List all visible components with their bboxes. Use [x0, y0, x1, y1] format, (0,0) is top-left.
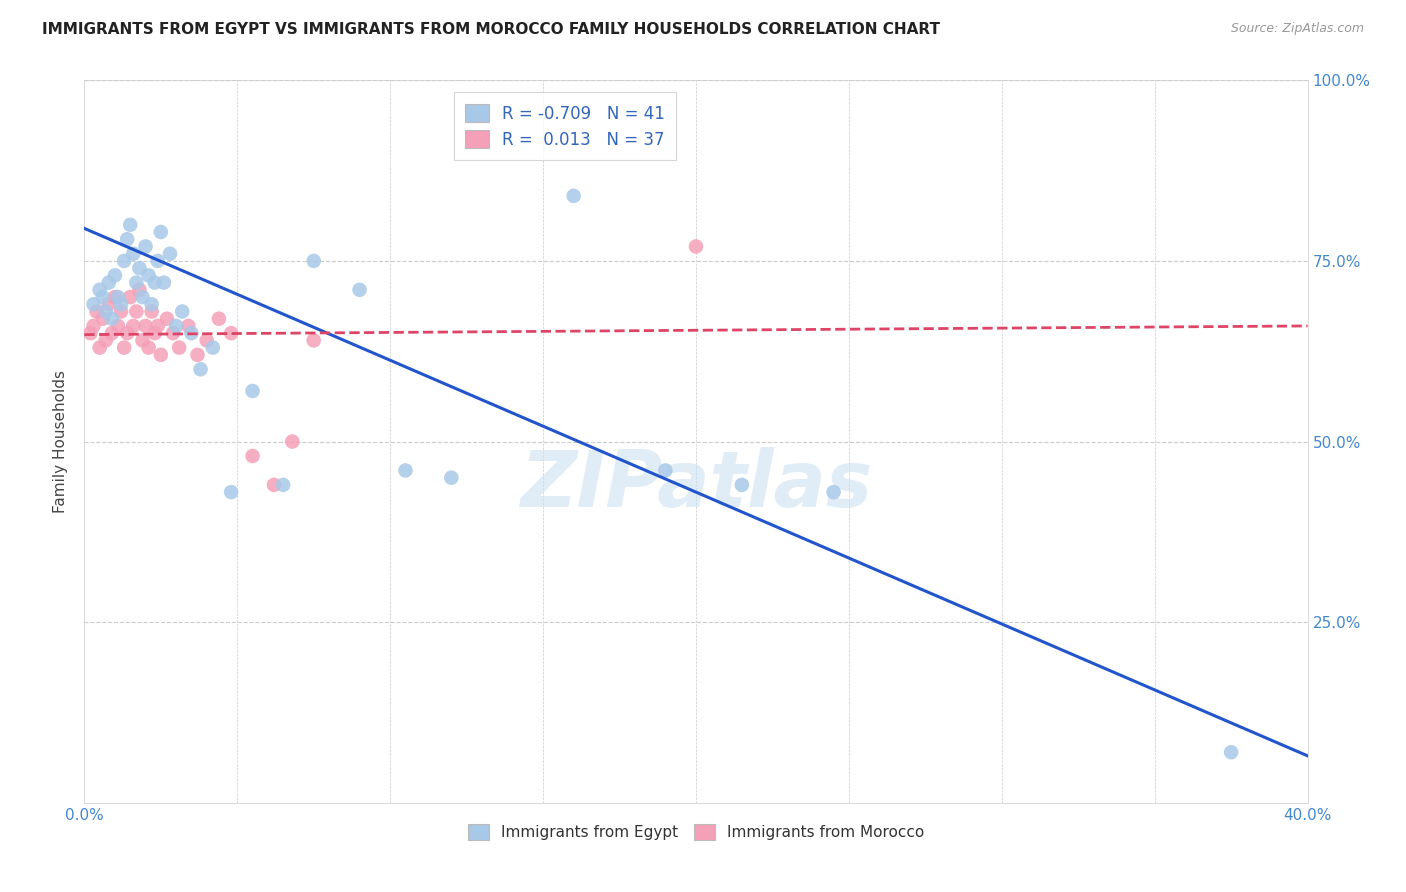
Text: IMMIGRANTS FROM EGYPT VS IMMIGRANTS FROM MOROCCO FAMILY HOUSEHOLDS CORRELATION C: IMMIGRANTS FROM EGYPT VS IMMIGRANTS FROM… — [42, 22, 941, 37]
Point — [135, 239, 157, 253]
Point — [177, 318, 200, 333]
Point — [156, 311, 179, 326]
Point — [138, 268, 160, 283]
Point — [731, 478, 754, 492]
Point — [149, 225, 172, 239]
Point — [180, 326, 202, 340]
Point — [89, 283, 111, 297]
Point — [654, 463, 676, 477]
Point — [149, 348, 172, 362]
Point — [146, 253, 169, 268]
Point — [131, 334, 153, 348]
Point — [823, 485, 845, 500]
Point — [128, 283, 150, 297]
Point — [201, 341, 224, 355]
Point — [94, 304, 117, 318]
Point — [128, 261, 150, 276]
Point — [562, 189, 585, 203]
Point — [302, 253, 325, 268]
Point — [143, 326, 166, 340]
Point — [302, 334, 325, 348]
Point — [107, 290, 129, 304]
Point — [107, 318, 129, 333]
Point — [146, 318, 169, 333]
Point — [153, 276, 176, 290]
Point — [115, 232, 138, 246]
Point — [1220, 745, 1243, 759]
Point — [394, 463, 416, 477]
Point — [89, 341, 111, 355]
Point — [91, 311, 114, 326]
Point — [125, 276, 148, 290]
Point — [186, 348, 208, 362]
Point — [101, 311, 124, 326]
Point — [97, 297, 120, 311]
Point — [172, 304, 194, 318]
Point — [440, 470, 463, 484]
Point — [104, 268, 127, 283]
Point — [349, 283, 371, 297]
Point — [112, 341, 135, 355]
Point — [91, 290, 114, 304]
Point — [131, 290, 153, 304]
Point — [110, 304, 132, 318]
Point — [135, 318, 157, 333]
Point — [83, 297, 105, 311]
Point — [162, 326, 184, 340]
Point — [110, 297, 132, 311]
Point — [138, 341, 160, 355]
Point — [79, 326, 101, 340]
Point — [165, 318, 187, 333]
Point — [83, 318, 105, 333]
Point — [120, 218, 142, 232]
Point — [219, 485, 242, 500]
Point — [101, 326, 124, 340]
Point — [685, 239, 707, 253]
Point — [115, 326, 138, 340]
Point — [281, 434, 304, 449]
Point — [159, 246, 181, 260]
Point — [219, 326, 242, 340]
Point — [242, 449, 264, 463]
Point — [190, 362, 212, 376]
Point — [141, 304, 163, 318]
Point — [104, 290, 127, 304]
Point — [263, 478, 285, 492]
Legend: Immigrants from Egypt, Immigrants from Morocco: Immigrants from Egypt, Immigrants from M… — [458, 814, 934, 849]
Point — [112, 253, 135, 268]
Point — [97, 276, 120, 290]
Point — [94, 334, 117, 348]
Point — [167, 341, 190, 355]
Point — [120, 290, 142, 304]
Text: Source: ZipAtlas.com: Source: ZipAtlas.com — [1230, 22, 1364, 36]
Point — [125, 304, 148, 318]
Point — [143, 276, 166, 290]
Point — [195, 334, 218, 348]
Point — [208, 311, 231, 326]
Point — [141, 297, 163, 311]
Text: ZIPatlas: ZIPatlas — [520, 447, 872, 523]
Point — [86, 304, 108, 318]
Point — [122, 246, 145, 260]
Point — [271, 478, 294, 492]
Point — [122, 318, 145, 333]
Y-axis label: Family Households: Family Households — [53, 370, 69, 513]
Point — [242, 384, 264, 398]
